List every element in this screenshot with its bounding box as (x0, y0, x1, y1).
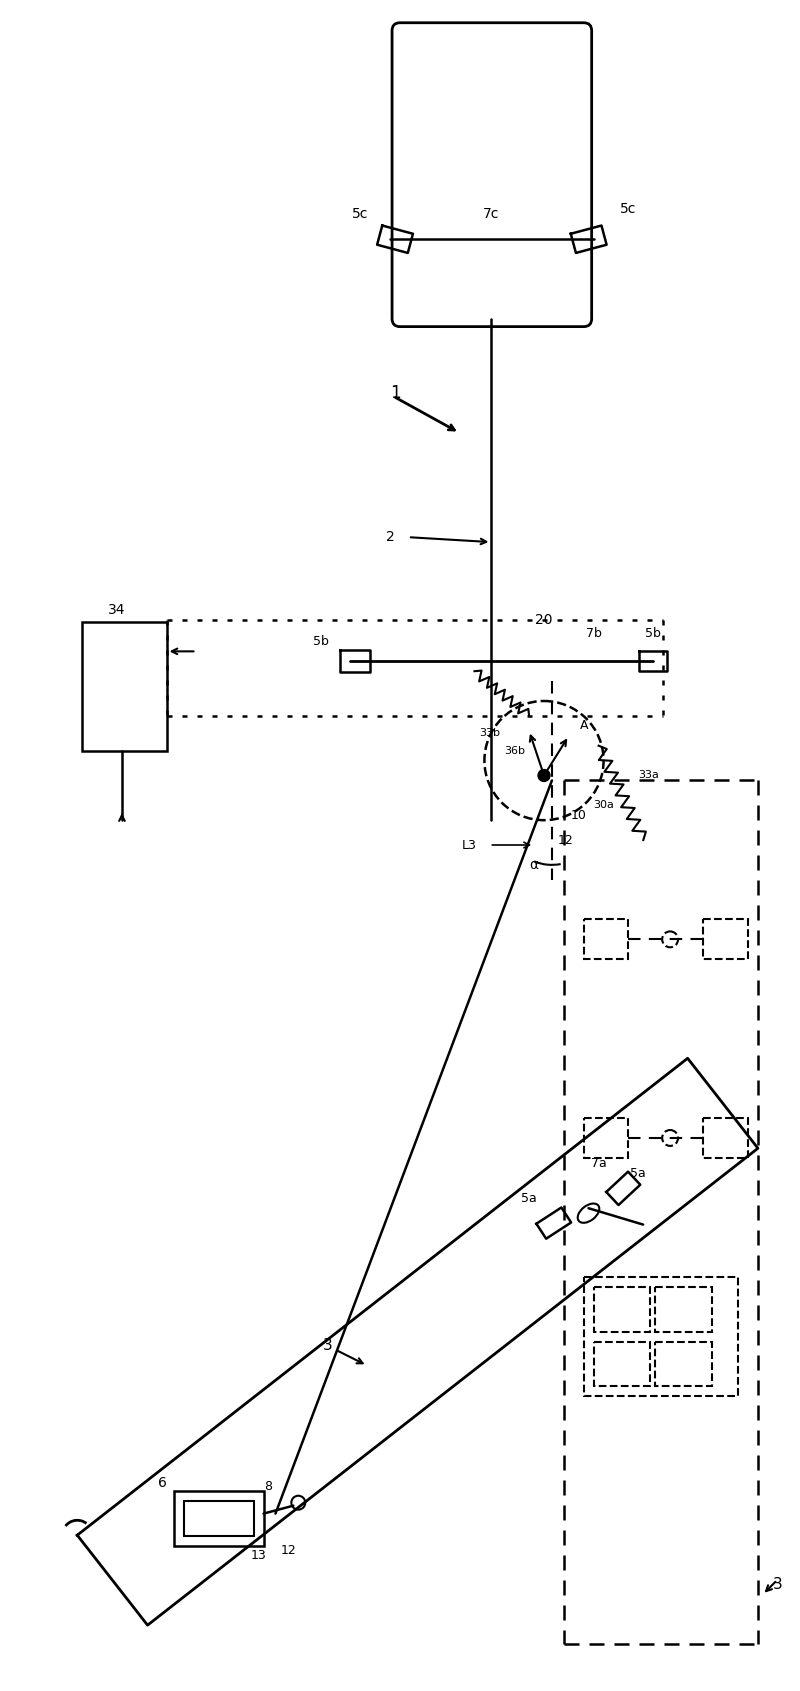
Text: 2: 2 (386, 531, 394, 545)
Text: 36b: 36b (504, 746, 525, 756)
Bar (82, 622, 166, 751)
Text: 7a: 7a (590, 1157, 606, 1170)
Text: 7c: 7c (483, 208, 499, 222)
Text: 5b: 5b (646, 627, 661, 639)
Text: 10: 10 (571, 808, 586, 822)
Text: 20: 20 (535, 612, 553, 627)
Text: 7b: 7b (586, 627, 602, 639)
Bar (703, 920, 747, 959)
Text: 5a: 5a (521, 1192, 537, 1204)
Text: α: α (530, 857, 538, 873)
Text: 5c: 5c (620, 203, 637, 216)
Bar (184, 1502, 254, 1535)
Bar (174, 1491, 263, 1546)
Text: 12: 12 (281, 1544, 296, 1557)
Text: 33b: 33b (479, 727, 500, 737)
Bar (584, 1118, 629, 1158)
Text: 3: 3 (322, 1338, 332, 1353)
Text: A: A (579, 719, 588, 732)
Text: 5a: 5a (630, 1167, 646, 1180)
Text: 34: 34 (108, 602, 126, 617)
Text: 5b: 5b (313, 634, 329, 648)
Bar (703, 1118, 747, 1158)
Text: 5c: 5c (352, 208, 369, 222)
Bar (655, 1341, 712, 1387)
Bar (655, 1287, 712, 1331)
Bar (584, 1277, 738, 1397)
Text: 30a: 30a (593, 800, 614, 810)
Text: 13: 13 (250, 1549, 266, 1562)
Text: 12: 12 (558, 834, 574, 847)
Bar (584, 920, 629, 959)
Text: 8: 8 (265, 1480, 273, 1493)
Bar (594, 1341, 650, 1387)
Circle shape (538, 769, 550, 781)
Bar (594, 1287, 650, 1331)
Text: 3: 3 (773, 1578, 782, 1593)
Text: L3: L3 (462, 839, 477, 852)
Text: 33a: 33a (638, 771, 658, 781)
Text: 1: 1 (390, 384, 400, 402)
FancyBboxPatch shape (392, 22, 592, 326)
Text: 6: 6 (158, 1476, 166, 1490)
